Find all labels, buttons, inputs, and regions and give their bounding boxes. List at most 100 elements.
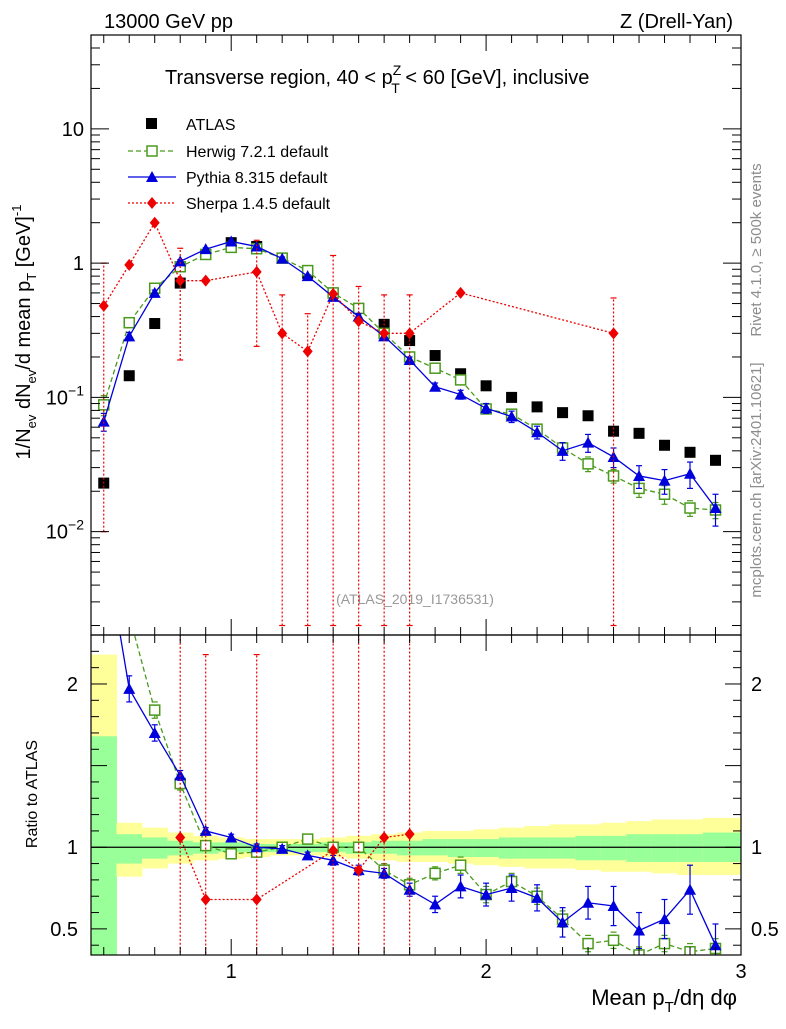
main-atlas-point: [506, 391, 518, 403]
ratio-band-inner: [575, 835, 602, 861]
main-pythia-point: [276, 252, 289, 264]
main-atlas-point: [659, 439, 671, 451]
main-ylabel: 1/Nev dNev/d mean pT [GeV]-1: [9, 205, 39, 460]
legend-sherpa-marker: [147, 197, 157, 209]
ratio-pythia-point: [709, 939, 722, 951]
ratio-y-tick-label-left: 2: [67, 674, 78, 696]
main-pythia-point: [123, 330, 136, 342]
main-sherpa-point: [404, 327, 415, 340]
main-atlas-point: [429, 350, 441, 362]
ratio-pythia-point: [276, 842, 289, 854]
main-atlas-point: [710, 454, 722, 466]
ratio-band-inner: [524, 837, 551, 859]
main-pythia-point: [480, 402, 493, 414]
main-pythia-point: [454, 388, 467, 400]
ratio-y-tick-label-right: 2: [751, 674, 762, 696]
ratio-pythia-point: [582, 896, 595, 908]
main-y-tick-label: 10−2: [46, 517, 84, 544]
ratio-band-inner: [91, 736, 117, 955]
ratio-band-inner: [626, 834, 653, 862]
ratio-pythia-point: [556, 916, 569, 928]
legend-sherpa-label: Sherpa 1.4.5 default: [186, 196, 331, 213]
main-sherpa-point: [608, 327, 619, 340]
ratio-band-inner: [549, 837, 576, 859]
ratio-y-tick-label-left: 0.5: [50, 919, 78, 941]
ratio-ylabel: Ratio to ATLAS: [24, 740, 41, 848]
ratio-sherpa-point: [251, 893, 262, 906]
main-pythia-point: [429, 380, 442, 392]
ratio-pythia-point: [633, 924, 646, 936]
main-sherpa-point: [302, 345, 313, 358]
main-pythia-point: [658, 474, 671, 486]
ratio-band-inner: [294, 843, 321, 853]
main-pythia-point: [709, 502, 722, 514]
legend: ATLAS Herwig 7.2.1 default Pythia 8.315 …: [128, 117, 331, 213]
main-atlas-point: [582, 410, 594, 422]
ratio-pythia-point: [684, 883, 697, 895]
main-atlas-point: [123, 370, 135, 382]
main-pythia-point: [301, 270, 314, 282]
ratio-pythia-point: [480, 888, 493, 900]
ratio-herwig-point: [429, 867, 441, 880]
ratio-sherpa-point: [175, 831, 186, 844]
legend-atlas-label: ATLAS: [186, 117, 236, 134]
main-pythia-point: [148, 286, 161, 298]
ratio-pythia-point: [531, 891, 544, 903]
main-pythia-point: [403, 353, 416, 365]
ratio-band-inner: [473, 839, 500, 858]
ratio-herwig-point: [148, 704, 161, 716]
x-tick-label: 2: [481, 961, 492, 983]
main-pythia-point: [505, 410, 518, 422]
ratio-plot-area: [91, 531, 741, 955]
ratio-y-tick-label-right: 1: [751, 837, 762, 859]
ratio-pythia-point: [199, 824, 212, 836]
ratio-band-inner: [600, 835, 627, 861]
main-title: Transverse region, 40 < pZ T < 60 [GeV], …: [165, 62, 589, 96]
main-sherpa-point: [379, 327, 390, 340]
main-herwig-point: [454, 374, 467, 386]
ratio-sherpa-point: [200, 893, 211, 906]
main-atlas-point: [480, 380, 492, 392]
header-right: Z (Drell-Yan): [620, 11, 733, 33]
ratio-band-inner: [651, 834, 678, 862]
main-sherpa-point: [124, 258, 135, 271]
main-pythia-point: [556, 444, 569, 456]
x-tick-label: 3: [735, 961, 746, 983]
ratio-herwig-point: [454, 859, 467, 871]
main-pythia-point: [199, 243, 212, 255]
ratio-pythia-point: [123, 682, 136, 694]
ratio-y-tick-label-left: 1: [67, 837, 78, 859]
main-y-tick-label: 10−1: [46, 382, 84, 409]
x-tick-label: 1: [226, 961, 237, 983]
main-atlas-point: [455, 368, 467, 380]
main-herwig-line: [103, 246, 716, 511]
ratio-pythia-point: [225, 831, 238, 843]
ratio-pythia-point: [250, 841, 263, 853]
ratio-pythia-point: [301, 849, 314, 861]
main-herwig-point: [684, 502, 696, 514]
main-y-tick-label: 10: [62, 119, 84, 141]
ratio-pythia-point: [148, 726, 161, 738]
ratio-band-inner: [677, 834, 704, 862]
main-herwig-point: [429, 362, 441, 374]
ratio-band-inner: [116, 834, 143, 864]
ratio-sherpa-point: [328, 844, 339, 857]
main-pythia-point: [633, 469, 646, 481]
ratio-sherpa-point: [379, 831, 390, 844]
analysis-watermark: (ATLAS_2019_I1736531): [336, 591, 494, 607]
main-herwig-point: [582, 458, 594, 470]
ratio-pythia-point: [98, 531, 110, 542]
ratio-band-inner: [498, 837, 525, 859]
main-pythia-point: [97, 415, 110, 427]
legend-atlas-marker: [146, 118, 157, 129]
ratio-pythia-point: [378, 867, 391, 879]
main-atlas-point: [557, 407, 569, 419]
ratio-sherpa-point: [404, 828, 415, 841]
ratio-y-tick-label-right: 0.5: [751, 919, 779, 941]
ratio-band-inner: [447, 839, 474, 858]
ratio-pythia-point: [607, 900, 620, 912]
ratio-sherpa-point: [353, 864, 364, 877]
side-label-rivet: Rivet 4.1.0, ≥ 500k events: [748, 163, 765, 336]
ratio-pythia-point: [429, 898, 442, 910]
